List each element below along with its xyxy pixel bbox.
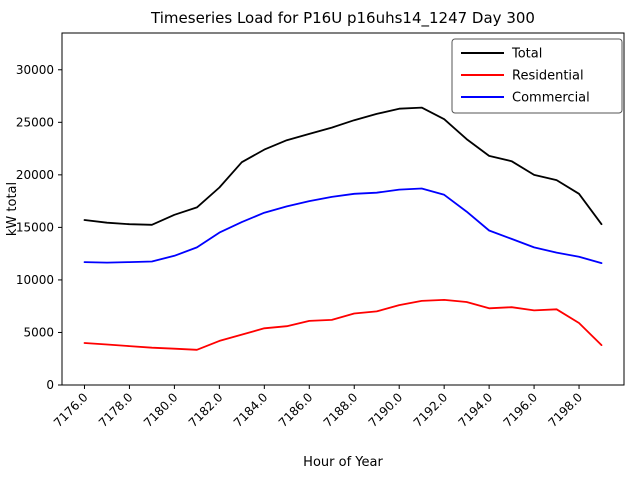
legend-label-commercial: Commercial bbox=[512, 91, 590, 106]
series-line-commercial bbox=[83, 187, 603, 265]
y-axis-label: kW total bbox=[5, 182, 20, 236]
y-tick-label: 10000 bbox=[16, 273, 54, 287]
legend-box bbox=[451, 38, 623, 114]
x-tick-label: 7198.0 bbox=[546, 390, 586, 430]
x-tick-label: 7192.0 bbox=[411, 390, 451, 430]
y-tick-label: 25000 bbox=[16, 115, 54, 129]
y-tick-label: 30000 bbox=[16, 63, 54, 77]
y-tick-label: 15000 bbox=[16, 220, 54, 234]
legend-label-residential: Residential bbox=[512, 69, 584, 84]
x-tick-label: 7176.0 bbox=[51, 390, 91, 430]
x-tick-label: 7180.0 bbox=[141, 390, 181, 430]
x-tick-label: 7190.0 bbox=[366, 390, 406, 430]
legend: Total Residential Commercial bbox=[451, 38, 623, 114]
y-tick-label: 20000 bbox=[16, 168, 54, 182]
chart-title: Timeseries Load for P16U p16uhs14_1247 D… bbox=[150, 9, 535, 28]
x-tick-label: 7184.0 bbox=[231, 390, 271, 430]
x-tick-label: 7186.0 bbox=[276, 390, 316, 430]
axes-box bbox=[61, 32, 625, 386]
x-axis-label: Hour of Year bbox=[303, 455, 383, 470]
x-tick-label: 7182.0 bbox=[186, 390, 226, 430]
y-tick-label: 0 bbox=[46, 378, 54, 392]
x-tick-label: 7196.0 bbox=[501, 390, 541, 430]
series-line-residential bbox=[83, 298, 603, 351]
series-line-total bbox=[83, 106, 603, 226]
legend-label-total: Total bbox=[511, 47, 542, 62]
x-tick-label: 7194.0 bbox=[456, 390, 496, 430]
y-tick-label: 5000 bbox=[23, 325, 54, 339]
x-tick-label: 7178.0 bbox=[96, 390, 136, 430]
x-tick-label: 7188.0 bbox=[321, 390, 361, 430]
